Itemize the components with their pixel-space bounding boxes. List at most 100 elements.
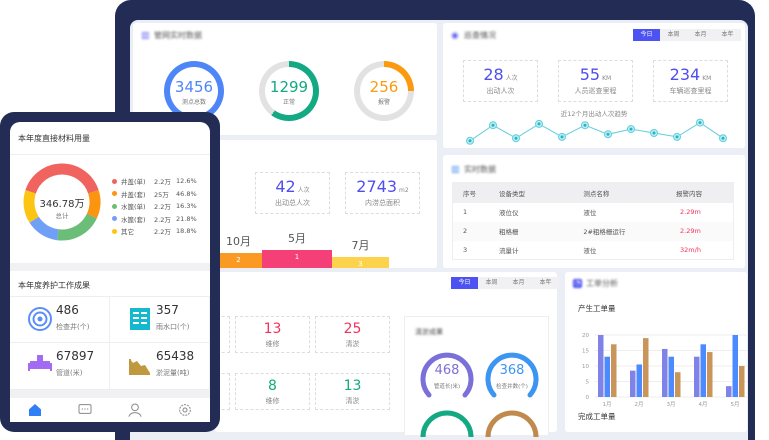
stat-label: 清淤 bbox=[345, 340, 360, 348]
maintenance-stat: 25 清淤 bbox=[315, 316, 390, 353]
trend-point-center bbox=[629, 127, 633, 131]
settings-icon[interactable] bbox=[177, 402, 193, 418]
ring-value: 3456 bbox=[174, 78, 214, 96]
table-row[interactable]: 1 液位仪 液位 2.29m bbox=[452, 202, 734, 222]
bar-block: 3 bbox=[332, 257, 389, 268]
eye-icon: ◉ bbox=[451, 31, 459, 41]
panel-title: 实时数据 bbox=[464, 165, 496, 174]
stat-value: 8 bbox=[268, 378, 277, 394]
ring-label: 报警 bbox=[377, 99, 390, 106]
bar bbox=[668, 356, 674, 397]
trend-point-center bbox=[583, 123, 587, 127]
legend-amount: 25万 bbox=[154, 190, 169, 199]
patrol-stat: 234 KM 车辆巡查里程 bbox=[653, 60, 728, 102]
bar bbox=[707, 352, 713, 397]
tab-2[interactable]: 本月 bbox=[505, 277, 532, 289]
ring-label: 测点总数 bbox=[181, 99, 206, 106]
ring-value: 1299 bbox=[269, 78, 309, 96]
card-title: 清淤成果 bbox=[415, 328, 443, 336]
ring-stat: 1299 正常 bbox=[259, 61, 319, 121]
tab-0[interactable]: 今日 bbox=[451, 277, 478, 289]
donut-slice bbox=[29, 216, 59, 241]
maintenance-stat: 8 维修 bbox=[235, 373, 310, 410]
stat-label: 出动人次 bbox=[486, 87, 515, 95]
maintenance-item[interactable]: 67897 管道(米) bbox=[10, 343, 110, 390]
stat-value: 13 bbox=[263, 321, 282, 337]
panel-title: 巡查情况 bbox=[464, 31, 496, 40]
lower-gauges bbox=[420, 410, 539, 438]
item-label: 雨水口(个) bbox=[156, 323, 190, 331]
pipe-icon bbox=[28, 355, 52, 371]
trend-line-chart bbox=[466, 118, 727, 145]
trend-point-center bbox=[606, 132, 610, 136]
donut-total-label: 总计 bbox=[55, 212, 69, 220]
legend-item: 水篦(套) 2.2万 21.8% bbox=[112, 214, 197, 224]
trend-point-center bbox=[537, 122, 541, 126]
tab-1[interactable]: 本周 bbox=[478, 277, 505, 289]
ring-stat: 3456 测点总数 bbox=[164, 61, 224, 121]
bar-month: 5月 bbox=[288, 232, 306, 245]
maintenance-item[interactable]: 357 雨水口(个) bbox=[110, 296, 210, 343]
table-row[interactable]: 2 粗格栅 2#粗格栅运行 2.29m bbox=[452, 221, 734, 241]
gauge-value: 468 bbox=[434, 363, 460, 378]
bar bbox=[726, 386, 732, 397]
tab-2[interactable]: 本月 bbox=[687, 29, 714, 41]
tab-3[interactable]: 本年 bbox=[714, 29, 741, 41]
chart-title: 产生工单量 bbox=[578, 304, 616, 313]
legend-amount: 2.2万 bbox=[154, 228, 171, 236]
table-cell: 32m/h bbox=[680, 245, 701, 254]
tab-0[interactable]: 今日 bbox=[633, 29, 660, 41]
tab-3[interactable]: 本年 bbox=[532, 277, 559, 289]
user-icon[interactable] bbox=[127, 402, 143, 418]
bar bbox=[694, 356, 700, 397]
dredge-result-card: 清淤成果 468 管道长(米) 368 检查井数(个) bbox=[404, 316, 549, 438]
dredge-stat: 2743 m2 内涝总面积 bbox=[345, 172, 420, 214]
patrol-stat: 28 人次 出动人次 bbox=[463, 60, 538, 102]
legend-name: 井盖(单) bbox=[121, 178, 146, 186]
trend-point-center bbox=[675, 135, 679, 139]
table-cell: 粗格栅 bbox=[499, 228, 519, 236]
tab-1[interactable]: 本周 bbox=[660, 29, 687, 41]
item-label: 管道(米) bbox=[56, 369, 83, 377]
bar bbox=[675, 372, 681, 397]
maintenance-item[interactable]: 65438 淤泥量(吨) bbox=[110, 343, 210, 390]
next-chart-title: 完成工单量 bbox=[578, 412, 616, 421]
legend-item: 井盖(单) 2.2万 12.6% bbox=[112, 176, 197, 186]
bar bbox=[604, 356, 610, 397]
table-row[interactable]: 3 流量计 液位 32m/h bbox=[452, 240, 734, 260]
drain-grate-icon bbox=[130, 308, 150, 330]
table-cell: 液位 bbox=[583, 246, 597, 255]
maintenance-item[interactable]: 486 检查井(个) bbox=[10, 296, 110, 343]
bar-month: 7月 bbox=[351, 239, 370, 252]
trend-point-center bbox=[652, 131, 656, 135]
work-order-bar-chart: 0 5 10 15 20 1月 2月 3月 4月 5月 bbox=[582, 333, 747, 407]
dredge-summary-panel: 42 人次 出动总人次 2743 m2 内涝总面积 10月 2 5月 1 7月 3 bbox=[215, 140, 437, 268]
ring-stat: 256 报警 bbox=[354, 61, 414, 121]
x-tick: 4月 bbox=[699, 401, 708, 407]
bar bbox=[643, 338, 649, 397]
stat-label: 车辆巡查里程 bbox=[669, 87, 712, 95]
gauge-label: 检查井数(个) bbox=[496, 384, 528, 390]
legend-pct: 16.3% bbox=[176, 202, 197, 210]
bar bbox=[630, 370, 636, 397]
stat-label: 出动总人次 bbox=[275, 199, 310, 207]
bar bbox=[611, 344, 617, 397]
ring-value: 256 bbox=[369, 78, 399, 96]
legend-item: 其它 2.2万 18.8% bbox=[112, 226, 197, 236]
message-icon[interactable] bbox=[77, 402, 93, 418]
realtime-table-panel: ▥ 实时数据 序号 设备类型 测点名称 报警内容 1 液位仪 液位 2.29m 2 粗格栅 2#粗格… bbox=[443, 155, 745, 268]
legend-amount: 2.2万 bbox=[154, 203, 171, 211]
y-tick: 20 bbox=[582, 333, 589, 339]
stat-value: 55 bbox=[579, 65, 601, 84]
legend-item: 井盖(套) 25万 46.8% bbox=[112, 189, 197, 199]
stat-value: 13 bbox=[343, 378, 362, 394]
pie-chart-icon: ◔ bbox=[573, 279, 582, 288]
stat-unit: 人次 bbox=[297, 187, 310, 194]
home-icon[interactable] bbox=[27, 402, 43, 418]
x-tick: 3月 bbox=[667, 401, 676, 407]
trend-point-center bbox=[721, 136, 725, 140]
stat-unit: 人次 bbox=[505, 75, 518, 82]
panel-title: 工单分析 bbox=[586, 279, 618, 288]
legend-name: 其它 bbox=[121, 228, 134, 236]
item-value: 65438 bbox=[156, 349, 195, 363]
